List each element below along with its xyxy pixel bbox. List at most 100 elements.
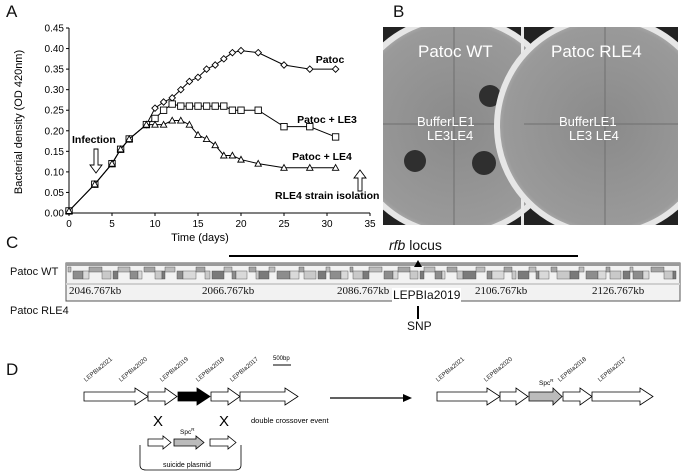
point-patoc-le4 — [142, 120, 151, 128]
gene-block — [154, 270, 163, 280]
rfb-locus-label: rfb locus — [389, 237, 442, 253]
point-patoc — [237, 46, 245, 55]
knockout-diagram: LEPBIa2021 LEPBIa2020 LEPBIa2019 LEPBIa2… — [83, 355, 654, 471]
y-tick-label: 0.25 — [45, 106, 65, 117]
plate-left-title: Patoc WT — [418, 42, 493, 61]
gene-block — [528, 266, 537, 273]
plaque-le4 — [472, 151, 496, 175]
gene-block — [329, 270, 342, 280]
coord-4: 2106.767kb — [475, 285, 528, 297]
point-patoc-le4 — [228, 151, 237, 159]
gene-block — [362, 270, 370, 280]
point-patoc-le3 — [254, 106, 262, 114]
gene-block — [622, 270, 631, 280]
crossover-x-left: X — [153, 413, 163, 430]
coord-ruler — [66, 283, 680, 285]
double-crossover-label: double crossover event — [251, 416, 329, 425]
browser-top-strip — [66, 263, 680, 266]
gene-arrow-2021 — [83, 387, 149, 406]
gene-block — [248, 266, 257, 273]
plates-photo: Patoc WT Patoc RLE4 BufferLE1 LE3LE4 Buf… — [383, 27, 678, 225]
point-patoc — [219, 54, 228, 63]
x-tick-label: 0 — [66, 219, 72, 230]
plate-right-top-labels: BufferLE1 — [559, 114, 617, 129]
y-tick-label: 0.00 — [45, 209, 65, 220]
plate-right-title: Patoc RLE4 — [551, 42, 642, 61]
gene-block — [352, 270, 364, 280]
gene-block — [223, 266, 233, 273]
gene-block — [161, 270, 166, 280]
point-patoc-le4 — [90, 180, 99, 188]
gene-block — [298, 266, 305, 273]
gene-block — [268, 266, 276, 273]
point-patoc-le4 — [305, 163, 314, 171]
gene-block — [434, 270, 443, 280]
gene-block — [609, 270, 622, 280]
gene-block — [642, 270, 650, 280]
gene-block — [176, 270, 184, 280]
y-tick-label: 0.40 — [45, 44, 65, 55]
point-patoc-le4 — [176, 116, 185, 124]
point-patoc-le4 — [185, 120, 194, 128]
gene-block — [486, 270, 493, 280]
y-tick-label: 0.15 — [45, 147, 65, 158]
gene-arrow-2018 — [210, 387, 241, 406]
gene-label-2017: LEPBIa2017 — [229, 355, 261, 383]
point-patoc — [280, 61, 288, 69]
panel-label-b: B — [393, 2, 405, 21]
gene-block — [235, 270, 248, 280]
point-patoc-le3 — [280, 123, 288, 131]
plaque-le3 — [404, 150, 426, 172]
chart-axes — [68, 28, 370, 214]
gene-block — [511, 270, 517, 280]
point-patoc-le3 — [331, 133, 340, 141]
point-patoc-le3 — [228, 106, 237, 114]
gene-block — [289, 270, 300, 280]
gene-block — [211, 270, 225, 280]
patoc-le4-label: Patoc + LE4 — [292, 151, 352, 163]
point-patoc-le4 — [159, 120, 168, 128]
result-arrow-2021 — [436, 387, 501, 406]
point-patoc — [202, 65, 211, 73]
gene-block — [585, 270, 599, 280]
point-patoc-le3 — [177, 102, 185, 110]
gene-block — [368, 266, 383, 273]
spc-label-plasmid: SpcR — [180, 427, 195, 436]
x-tick-label: 20 — [235, 219, 247, 230]
result-spc-cassette — [528, 387, 563, 406]
y-tick-label: 0.05 — [45, 188, 65, 199]
gene-block — [456, 270, 464, 280]
gene-block — [392, 270, 399, 280]
process-arrow-head — [403, 394, 412, 402]
x-tick-label: 10 — [149, 219, 161, 230]
result-label-2017: LEPBIa2017 — [597, 355, 629, 383]
gene-block — [72, 270, 84, 280]
result-label-2021: LEPBIa2021 — [435, 355, 467, 383]
point-patoc-le4 — [331, 163, 340, 171]
isolation-arrow — [353, 169, 367, 192]
plates-drawing — [383, 27, 678, 225]
point-patoc-le4 — [254, 159, 263, 167]
gene-block — [276, 270, 291, 280]
gene-block — [535, 270, 540, 280]
point-patoc-le3 — [237, 106, 245, 114]
gene-label-2018: LEPBIa2018 — [195, 355, 227, 383]
gene-block — [556, 270, 571, 280]
patoc-label: Patoc — [316, 54, 345, 66]
point-patoc — [305, 65, 314, 73]
rle4-isolation-label: RLE4 strain isolation — [275, 190, 379, 202]
y-tick-label: 0.20 — [45, 126, 65, 137]
patoc-le3-label: Patoc + LE3 — [297, 114, 357, 126]
spc-label-result: SpcR — [539, 378, 554, 387]
point-patoc-le3 — [194, 102, 202, 110]
track-label-wt: Patoc WT — [10, 266, 59, 278]
point-patoc-le3 — [306, 123, 314, 131]
plate-left-bottom-labels: LE3LE4 — [427, 128, 474, 143]
x-axis-label: Time (days) — [171, 232, 229, 244]
panel-label-d: D — [6, 360, 19, 379]
gene-block — [538, 270, 550, 280]
gene-label-2020: LEPBIa2020 — [118, 355, 150, 383]
point-patoc-le4 — [280, 163, 288, 171]
point-patoc-le4 — [202, 134, 211, 143]
gene-block — [423, 266, 436, 273]
